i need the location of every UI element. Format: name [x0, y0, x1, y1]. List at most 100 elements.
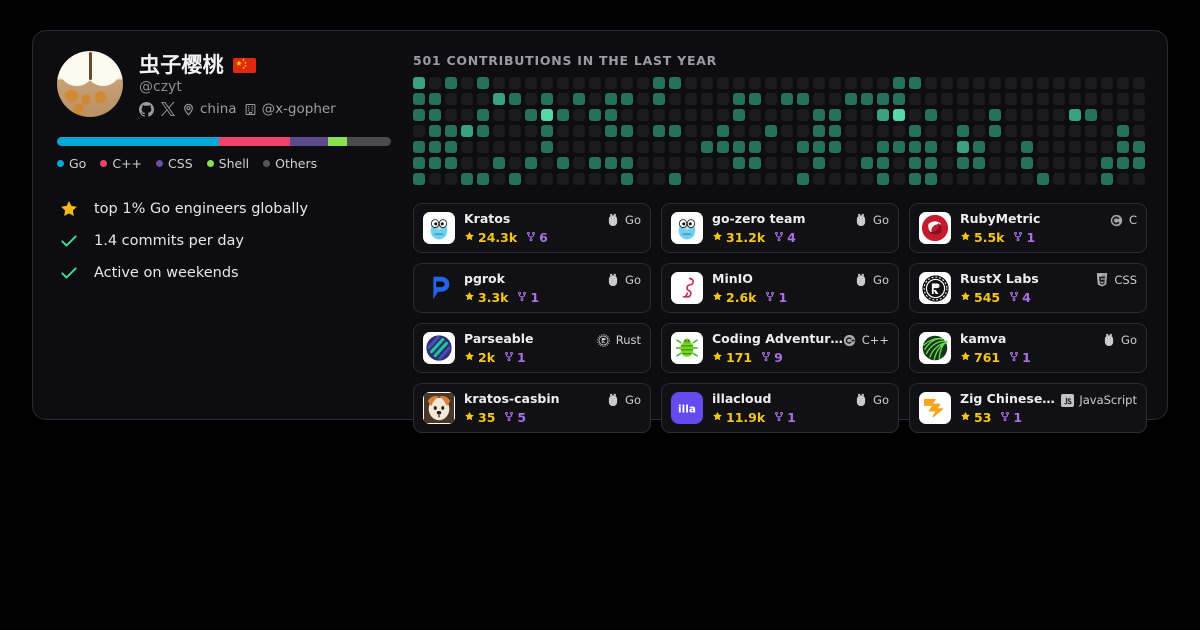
contribution-cell	[701, 173, 713, 185]
contribution-cell	[829, 173, 841, 185]
star-value: 11.9k	[726, 410, 766, 425]
contribution-cell	[1133, 141, 1145, 153]
repo-card[interactable]: kamva 761 1 Go	[909, 323, 1147, 373]
parseable-logo	[423, 332, 455, 364]
contribution-cell	[429, 141, 441, 153]
contribution-cell	[1021, 173, 1033, 185]
contribution-cell	[749, 93, 761, 105]
contribution-cell	[765, 141, 777, 153]
repo-card[interactable]: pgrok 3.3k 1 Go	[413, 263, 651, 313]
contribution-cell	[1069, 109, 1081, 121]
contribution-cell	[893, 77, 905, 89]
repo-star-count: 761	[960, 350, 1000, 365]
contribution-cell	[1085, 93, 1097, 105]
org-item[interactable]: @x-gopher	[244, 101, 336, 117]
contribution-cell	[445, 173, 457, 185]
go-gopher-icon	[854, 273, 868, 287]
repo-body: MinIO 2.6k 1	[712, 271, 889, 305]
language-distribution-bar	[57, 137, 391, 147]
repo-language: Go	[606, 273, 641, 287]
casbin-dog-logo	[423, 392, 455, 424]
repo-language: C++	[843, 333, 889, 347]
contribution-cell	[541, 93, 553, 105]
fork-value: 1	[1013, 410, 1023, 425]
contribution-cell	[877, 173, 889, 185]
repo-language: C	[1110, 213, 1137, 227]
check-icon	[57, 231, 81, 251]
repo-language: Go	[606, 393, 641, 407]
contribution-cell	[845, 93, 857, 105]
go-gopher-icon	[1102, 333, 1116, 347]
contribution-cell	[701, 109, 713, 121]
contribution-cell	[445, 109, 457, 121]
star-value: 545	[974, 290, 1001, 305]
star-value: 53	[974, 410, 992, 425]
contribution-cell	[493, 173, 505, 185]
repo-body: kratos-casbin 35 5	[464, 391, 641, 425]
repo-language-label: Go	[873, 273, 889, 287]
contribution-cell	[605, 157, 617, 169]
contribution-cell	[1053, 125, 1065, 137]
x-twitter-icon	[161, 102, 175, 117]
repo-card[interactable]: RustX Labs 545 4 CSS	[909, 263, 1147, 313]
repo-name: kratos-casbin	[464, 391, 560, 406]
contribution-cell	[1069, 125, 1081, 137]
contribution-cell	[1069, 77, 1081, 89]
star-icon	[960, 290, 971, 305]
fork-icon	[1000, 410, 1010, 425]
repo-language-label: JavaScript	[1079, 393, 1137, 407]
contribution-cell	[989, 141, 1001, 153]
contribution-cell	[893, 173, 905, 185]
contribution-cell	[589, 173, 601, 185]
repo-name: pgrok	[464, 271, 505, 286]
kratos-gopher-logo	[423, 212, 455, 244]
contribution-cell	[413, 157, 425, 169]
star-icon	[960, 410, 971, 425]
contribution-cell	[509, 141, 521, 153]
contribution-cell	[685, 125, 697, 137]
contribution-cell	[925, 109, 937, 121]
repo-card[interactable]: Coding Adventure X 171 9 C++	[661, 323, 899, 373]
contribution-cell	[941, 109, 953, 121]
github-link[interactable]	[139, 101, 154, 117]
star-value: 35	[478, 410, 496, 425]
contribution-cell	[877, 141, 889, 153]
contribution-cell	[541, 173, 553, 185]
repo-stats: 2k 1	[464, 350, 641, 365]
repo-card[interactable]: illa illacloud 11.9k 1 Go	[661, 383, 899, 433]
contribution-cell	[1037, 93, 1049, 105]
highlight-label: Active on weekends	[94, 265, 239, 282]
repo-language: Go	[854, 393, 889, 407]
repo-stats: 5.5k 1	[960, 230, 1137, 245]
contribution-cell	[557, 157, 569, 169]
contribution-cell	[621, 125, 633, 137]
contribution-cell	[509, 109, 521, 121]
username-handle: @czyt	[139, 79, 182, 96]
contribution-cell	[957, 157, 969, 169]
repo-card[interactable]: MinIO 2.6k 1 Go	[661, 263, 899, 313]
repo-card[interactable]: kratos-casbin 35 5 Go	[413, 383, 651, 433]
repo-card[interactable]: RubyMetric 5.5k 1 C	[909, 203, 1147, 253]
rust-gear-logo	[919, 272, 951, 304]
repo-stats: 545 4	[960, 290, 1137, 305]
contribution-cell	[429, 93, 441, 105]
repo-body: RubyMetric 5.5k 1	[960, 211, 1137, 245]
contribution-cell	[413, 173, 425, 185]
contribution-cell	[861, 141, 873, 153]
x-twitter-link[interactable]	[161, 102, 175, 117]
contribution-cell	[541, 125, 553, 137]
org-text: @x-gopher	[261, 101, 336, 118]
repo-card[interactable]: Kratos 24.3k 6 Go	[413, 203, 651, 253]
star-value: 31.2k	[726, 230, 766, 245]
fork-icon	[774, 230, 784, 245]
contribution-cell	[973, 125, 985, 137]
contribution-cell	[653, 77, 665, 89]
contribution-cell	[1005, 77, 1017, 89]
repo-card[interactable]: Parseable 2k 1 Rust	[413, 323, 651, 373]
repo-card[interactable]: go-zero team 31.2k 4 Go	[661, 203, 899, 253]
contribution-cell	[749, 77, 761, 89]
fork-icon	[504, 410, 514, 425]
repo-card[interactable]: Zig Chinese… 53 1 JavaScript	[909, 383, 1147, 433]
contribution-cell	[493, 109, 505, 121]
repo-body: go-zero team 31.2k 4	[712, 211, 889, 245]
